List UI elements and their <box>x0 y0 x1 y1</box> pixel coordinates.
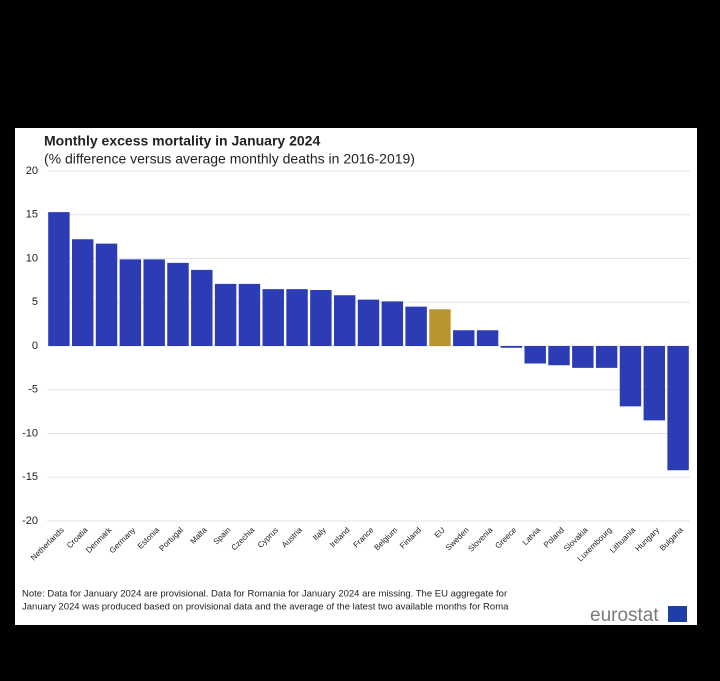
bar <box>95 243 118 346</box>
y-tick-label: 20 <box>26 165 38 177</box>
bar <box>214 283 237 346</box>
bar <box>72 239 94 346</box>
bar <box>476 330 499 346</box>
bar <box>286 289 308 346</box>
bar <box>310 290 332 346</box>
chart-title: Monthly excess mortality in January 2024 <box>44 133 320 149</box>
bar <box>143 259 165 346</box>
panel <box>15 128 697 625</box>
bar <box>429 309 451 346</box>
y-tick-label: -10 <box>22 427 38 439</box>
bar <box>500 346 523 348</box>
y-tick-label: -20 <box>22 515 38 527</box>
bar <box>643 346 665 421</box>
bar <box>167 262 189 346</box>
note: January 2024 was produced based on provi… <box>22 602 509 613</box>
bar <box>333 295 356 346</box>
bar <box>405 306 427 346</box>
y-tick-label: 15 <box>26 209 38 221</box>
bar <box>572 346 594 368</box>
bar <box>357 299 380 346</box>
chart-subtitle: (% difference versus average monthly dea… <box>44 151 415 167</box>
bar <box>119 259 142 346</box>
bar <box>619 346 642 407</box>
bar <box>262 289 284 346</box>
bar <box>453 330 475 346</box>
bar <box>548 346 570 366</box>
bar <box>238 283 261 346</box>
y-tick-label: 0 <box>32 340 38 352</box>
y-tick-label: 5 <box>32 296 38 308</box>
logo: eurostat <box>590 605 659 626</box>
bar <box>191 269 213 346</box>
y-tick-label: 10 <box>26 252 38 264</box>
logo-flag <box>668 606 687 622</box>
bar <box>524 346 546 364</box>
y-tick-label: -15 <box>22 471 38 483</box>
bar <box>48 212 70 346</box>
bar <box>667 346 689 471</box>
bar <box>381 301 404 346</box>
note: Note: Data for January 2024 are provisio… <box>22 589 507 600</box>
y-tick-label: -5 <box>28 384 38 396</box>
bar <box>595 346 618 368</box>
